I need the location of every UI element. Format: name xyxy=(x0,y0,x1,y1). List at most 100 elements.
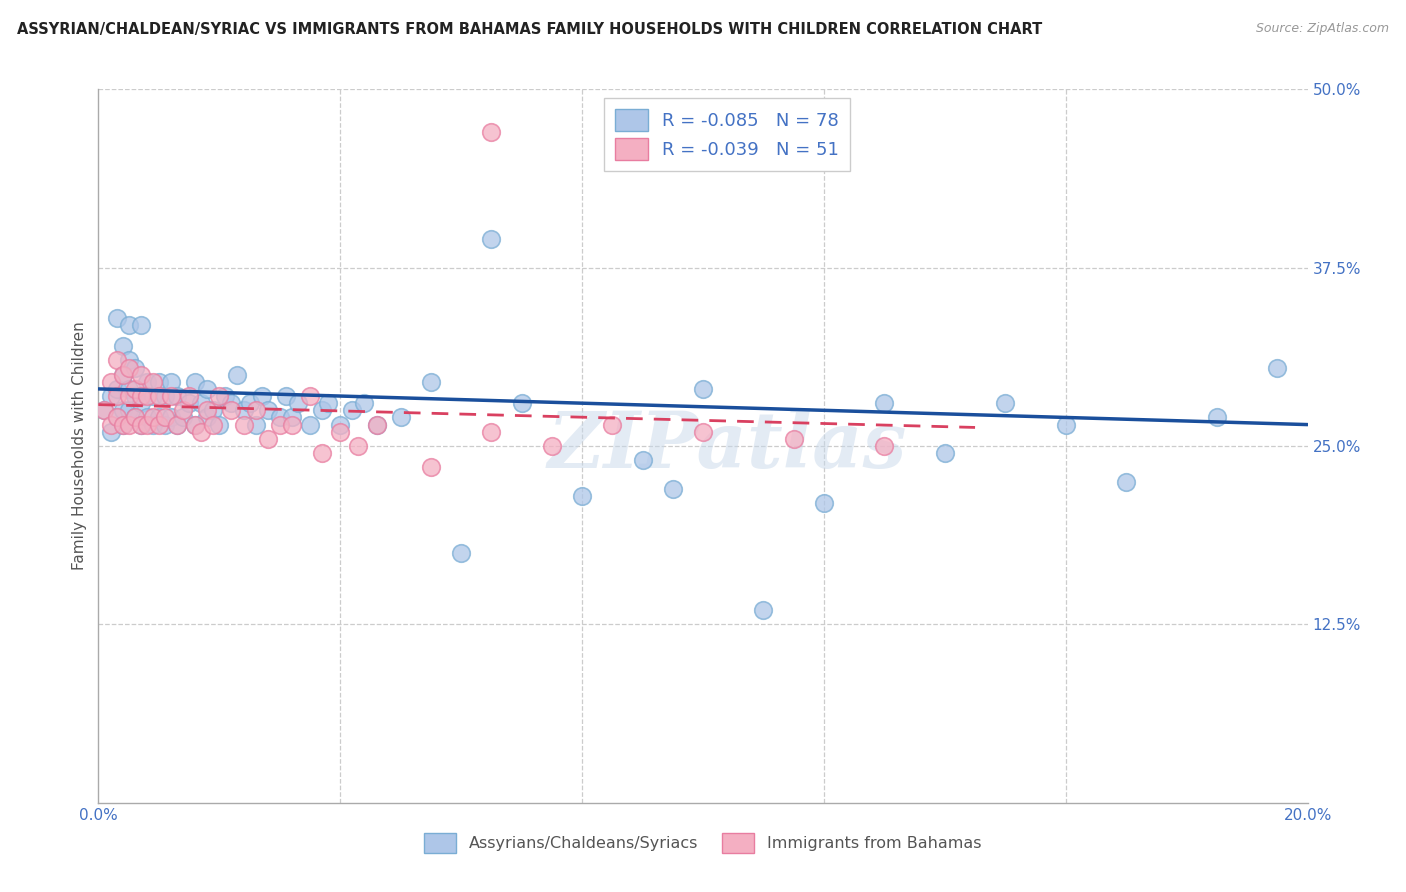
Point xyxy=(631,453,654,467)
Point xyxy=(124,360,146,375)
Point xyxy=(179,396,201,410)
Point xyxy=(118,360,141,375)
Point xyxy=(100,389,122,403)
Point xyxy=(124,410,146,425)
Point xyxy=(195,410,218,425)
Point xyxy=(226,368,249,382)
Point xyxy=(129,368,152,382)
Point xyxy=(111,368,134,382)
Point xyxy=(118,353,141,368)
Point xyxy=(166,417,188,432)
Point xyxy=(160,389,183,403)
Point xyxy=(100,375,122,389)
Point xyxy=(269,410,291,425)
Point xyxy=(179,389,201,403)
Point xyxy=(232,403,254,417)
Point xyxy=(166,389,188,403)
Point xyxy=(873,396,896,410)
Point xyxy=(195,403,218,417)
Point xyxy=(366,417,388,432)
Point xyxy=(129,318,152,332)
Point xyxy=(256,403,278,417)
Point xyxy=(105,310,128,325)
Point xyxy=(221,403,243,417)
Point xyxy=(510,396,533,410)
Point xyxy=(571,489,593,503)
Point xyxy=(105,389,128,403)
Point xyxy=(873,439,896,453)
Point xyxy=(311,403,333,417)
Point xyxy=(195,382,218,396)
Point xyxy=(245,417,267,432)
Point xyxy=(250,389,273,403)
Point xyxy=(389,410,412,425)
Point xyxy=(281,417,304,432)
Point xyxy=(160,410,183,425)
Text: Source: ZipAtlas.com: Source: ZipAtlas.com xyxy=(1256,22,1389,36)
Point xyxy=(153,417,176,432)
Point xyxy=(190,425,212,439)
Point xyxy=(202,403,225,417)
Point xyxy=(148,417,170,432)
Point xyxy=(118,417,141,432)
Point xyxy=(269,417,291,432)
Point xyxy=(142,410,165,425)
Point xyxy=(111,417,134,432)
Point xyxy=(142,389,165,403)
Point xyxy=(105,382,128,396)
Point xyxy=(105,353,128,368)
Point xyxy=(692,382,714,396)
Point xyxy=(100,425,122,439)
Point xyxy=(813,496,835,510)
Point xyxy=(148,410,170,425)
Point xyxy=(420,460,443,475)
Point xyxy=(142,375,165,389)
Point xyxy=(481,232,503,246)
Point xyxy=(184,375,207,389)
Point xyxy=(142,417,165,432)
Point xyxy=(221,396,243,410)
Point xyxy=(1206,410,1229,425)
Point xyxy=(245,403,267,417)
Point xyxy=(135,375,157,389)
Point xyxy=(311,446,333,460)
Y-axis label: Family Households with Children: Family Households with Children xyxy=(72,322,87,570)
Point xyxy=(481,125,503,139)
Point xyxy=(172,403,194,417)
Point xyxy=(366,417,388,432)
Point xyxy=(124,389,146,403)
Point xyxy=(1115,475,1137,489)
Point xyxy=(118,382,141,396)
Point xyxy=(118,318,141,332)
Point xyxy=(153,389,176,403)
Text: ASSYRIAN/CHALDEAN/SYRIAC VS IMMIGRANTS FROM BAHAMAS FAMILY HOUSEHOLDS WITH CHILD: ASSYRIAN/CHALDEAN/SYRIAC VS IMMIGRANTS F… xyxy=(17,22,1042,37)
Point xyxy=(100,417,122,432)
Text: ZIPatlas: ZIPatlas xyxy=(547,408,907,484)
Point xyxy=(135,417,157,432)
Point xyxy=(602,417,624,432)
Point xyxy=(153,410,176,425)
Point xyxy=(450,546,472,560)
Point xyxy=(287,396,309,410)
Point xyxy=(692,425,714,439)
Point xyxy=(329,417,352,432)
Point xyxy=(481,425,503,439)
Point xyxy=(752,603,775,617)
Point xyxy=(148,389,170,403)
Point xyxy=(274,389,297,403)
Point xyxy=(208,389,231,403)
Point xyxy=(111,403,134,417)
Point xyxy=(342,403,364,417)
Point xyxy=(111,339,134,353)
Point xyxy=(111,368,134,382)
Point xyxy=(347,439,370,453)
Point xyxy=(783,432,806,446)
Point xyxy=(239,396,262,410)
Point xyxy=(208,417,231,432)
Point xyxy=(111,417,134,432)
Point xyxy=(299,417,322,432)
Point xyxy=(105,410,128,425)
Point xyxy=(420,375,443,389)
Point xyxy=(124,410,146,425)
Point xyxy=(166,417,188,432)
